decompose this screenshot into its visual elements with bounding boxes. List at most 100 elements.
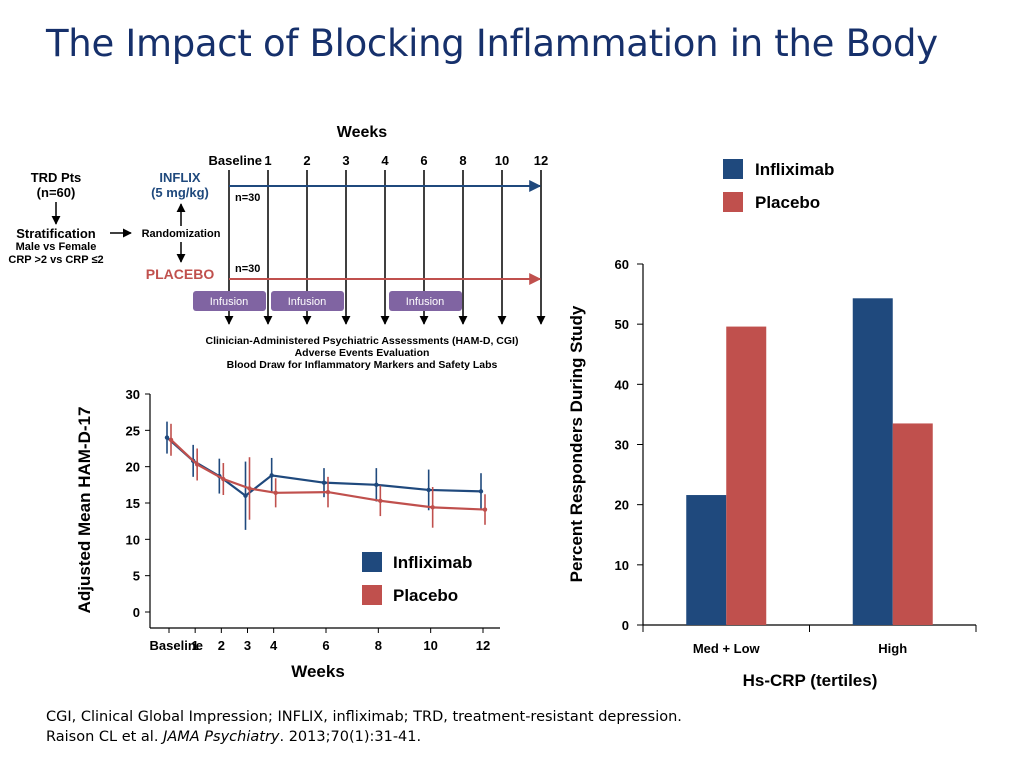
data-point-placebo bbox=[430, 505, 435, 510]
design-timepoint-label: 10 bbox=[495, 153, 509, 168]
line-chart-series bbox=[164, 421, 488, 530]
line-chart-x-tick-label: 4 bbox=[270, 638, 278, 653]
line-chart-y-tick-label: 15 bbox=[126, 496, 140, 511]
data-point-infliximab bbox=[164, 435, 170, 440]
legend-label-placebo: Placebo bbox=[393, 586, 458, 605]
line-chart-xlabel: Weeks bbox=[291, 662, 345, 681]
bar-infliximab bbox=[852, 298, 893, 625]
reference-authors: Raison CL et al. bbox=[46, 729, 164, 745]
bar-chart-axes: 0 10 20 30 40 50 60 Med + Low High bbox=[615, 257, 977, 656]
inflix-dose-label: (5 mg/kg) bbox=[151, 185, 209, 200]
bar-chart-y-tick-label: 0 bbox=[622, 618, 629, 633]
design-timepoint-label: 2 bbox=[303, 153, 310, 168]
data-point-infliximab bbox=[478, 489, 484, 494]
strat-crp-label: CRP >2 vs CRP ≤2 bbox=[8, 254, 103, 266]
legend-label-placebo: Placebo bbox=[755, 193, 820, 212]
assessment-line-1: Clinician-Administered Psychiatric Asses… bbox=[206, 335, 519, 347]
placebo-n-label: n=30 bbox=[235, 263, 260, 275]
line-chart-y-tick-label: 20 bbox=[126, 460, 140, 475]
trd-n-label: (n=60) bbox=[37, 185, 76, 200]
study-design-diagram: Weeks Baseline 1 2 3 4 6 8 10 12 TRD Pts (n=60) … bbox=[8, 124, 548, 371]
design-timepoint-labels: Baseline 1 2 3 4 6 8 10 12 bbox=[209, 153, 549, 168]
line-chart-x-tick-label: 3 bbox=[244, 638, 251, 653]
data-point-placebo bbox=[482, 507, 488, 512]
data-point-placebo bbox=[247, 486, 252, 491]
legend-swatch-infliximab bbox=[362, 552, 382, 572]
footnote-reference: Raison CL et al. JAMA Psychiatry. 2013;7… bbox=[46, 727, 682, 747]
slide-graphics: Weeks Baseline 1 2 3 4 6 8 10 12 TRD Pts (n=60) … bbox=[8, 124, 977, 690]
data-point-infliximab bbox=[426, 487, 431, 493]
legend-swatch-placebo bbox=[723, 192, 743, 212]
infusion-label: Infusion bbox=[210, 296, 249, 308]
design-timepoint-label: 3 bbox=[342, 153, 349, 168]
legend-swatch-placebo bbox=[362, 585, 382, 605]
bar-chart-y-tick-label: 20 bbox=[615, 498, 629, 513]
stratification-label: Stratification bbox=[16, 226, 96, 241]
infusion-box bbox=[271, 291, 344, 311]
design-timepoint-label: 4 bbox=[381, 153, 389, 168]
data-point-placebo bbox=[221, 476, 226, 482]
footnote: CGI, Clinical Global Impression; INFLIX,… bbox=[46, 707, 682, 747]
bar-infliximab bbox=[686, 495, 727, 625]
reference-details: . 2013;70(1):31-41. bbox=[279, 729, 422, 745]
line-chart-y-tick-label: 25 bbox=[126, 423, 140, 438]
line-chart-x-tick-label: 6 bbox=[322, 638, 329, 653]
infusion-box bbox=[389, 291, 462, 311]
bar-placebo bbox=[726, 326, 767, 625]
design-timepoint-label: 6 bbox=[420, 153, 427, 168]
bar-chart-x-tick-label: Med + Low bbox=[693, 641, 761, 656]
design-timepoint-label: 1 bbox=[264, 153, 271, 168]
assessment-line-3: Blood Draw for Inflammatory Markers and … bbox=[227, 359, 498, 371]
data-point-infliximab bbox=[321, 480, 327, 485]
bar-chart-y-tick-label: 50 bbox=[615, 317, 629, 332]
line-chart-x-tick-label: 12 bbox=[476, 638, 490, 653]
data-point-infliximab bbox=[374, 482, 379, 488]
legend-label-infliximab: Infliximab bbox=[393, 553, 472, 572]
infusion-box bbox=[193, 291, 266, 311]
bar-chart-legend: Infliximab Placebo bbox=[723, 159, 834, 212]
bar-placebo bbox=[892, 423, 933, 625]
design-timepoint-label: 12 bbox=[534, 153, 548, 168]
line-chart-x-tick-label: 10 bbox=[423, 638, 437, 653]
legend-swatch-infliximab bbox=[723, 159, 743, 179]
design-timepoint-label: 8 bbox=[459, 153, 466, 168]
bar-chart-y-tick-label: 60 bbox=[615, 257, 629, 272]
line-chart-x-tick-label: 8 bbox=[375, 638, 382, 653]
data-point-placebo bbox=[194, 462, 200, 467]
bar-chart-y-tick-label: 10 bbox=[615, 558, 629, 573]
data-point-placebo bbox=[378, 498, 383, 504]
infusion-2: Infusion bbox=[271, 291, 344, 311]
reference-journal: JAMA Psychiatry bbox=[163, 729, 280, 745]
page-title: The Impact of Blocking Inflammation in t… bbox=[46, 22, 938, 65]
legend-label-infliximab: Infliximab bbox=[755, 160, 834, 179]
bar-chart-ylabel: Percent Responders During Study bbox=[567, 305, 586, 582]
data-point-placebo bbox=[273, 490, 278, 496]
line-chart-legend: Infliximab Placebo bbox=[362, 552, 472, 605]
randomization-label: Randomization bbox=[142, 228, 221, 240]
infusion-label: Infusion bbox=[406, 296, 445, 308]
placebo-arm-label: PLACEBO bbox=[146, 266, 215, 282]
design-timepoint-label: Baseline bbox=[209, 153, 262, 168]
responders-bar-chart: 0 10 20 30 40 50 60 Med + Low High Percent Respo… bbox=[567, 159, 977, 690]
line-chart-ylabel: Adjusted Mean HAM-D-17 bbox=[75, 407, 94, 614]
bar-chart-y-tick-label: 30 bbox=[615, 438, 629, 453]
infusion-1: Infusion bbox=[193, 291, 266, 311]
strat-sex-label: Male vs Female bbox=[16, 241, 97, 253]
design-timepoint-arrows bbox=[224, 170, 546, 325]
design-weeks-label: Weeks bbox=[337, 124, 388, 141]
data-point-infliximab bbox=[269, 473, 274, 478]
bar-chart-xlabel: Hs-CRP (tertiles) bbox=[743, 671, 878, 690]
assessment-line-2: Adverse Events Evaluation bbox=[295, 347, 430, 359]
inflix-n-label: n=30 bbox=[235, 192, 260, 204]
line-chart-y-tick-label: 30 bbox=[126, 387, 140, 402]
trd-pts-label: TRD Pts bbox=[31, 170, 82, 185]
infusion-label: Infusion bbox=[288, 296, 327, 308]
inflix-label: INFLIX bbox=[159, 170, 200, 185]
line-chart-y-tick-label: 0 bbox=[133, 605, 140, 620]
bar-chart-x-tick-label: High bbox=[878, 641, 907, 656]
line-chart-x-tick-label: Baseline bbox=[150, 638, 203, 653]
data-point-infliximab bbox=[243, 493, 248, 498]
footnote-abbreviations: CGI, Clinical Global Impression; INFLIX,… bbox=[46, 709, 682, 725]
